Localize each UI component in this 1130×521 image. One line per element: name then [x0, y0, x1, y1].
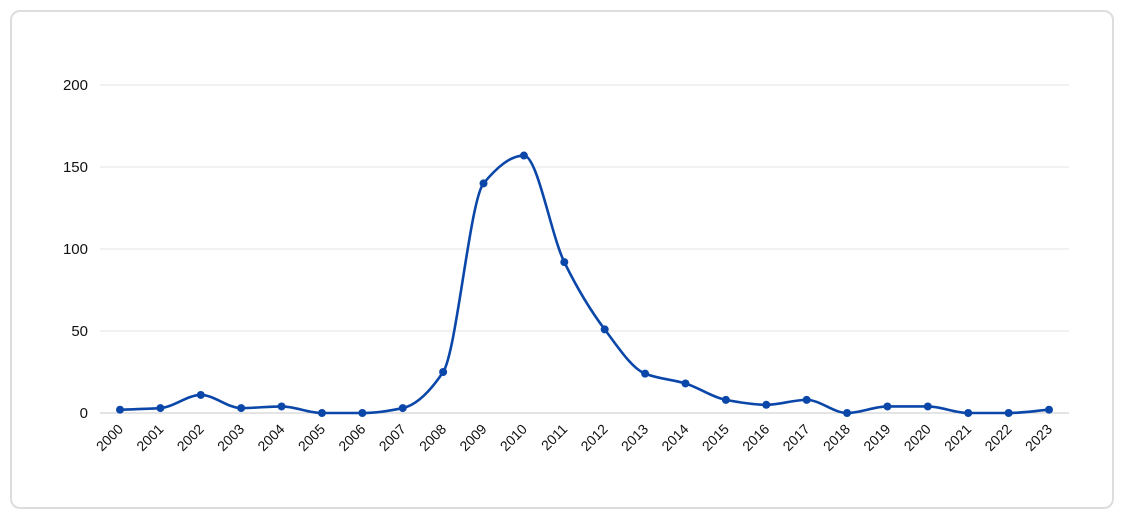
- y-axis-ticks: 0 50 100 150 200: [63, 77, 88, 422]
- data-point-2005[interactable]: [317, 409, 326, 417]
- data-point-2008[interactable]: [439, 368, 448, 376]
- data-point-2022[interactable]: [1004, 409, 1013, 417]
- x-tick-label: 2004: [254, 421, 287, 454]
- x-tick-label: 2020: [901, 421, 934, 454]
- x-tick-label: 2005: [295, 421, 328, 454]
- x-tick-label: 2010: [497, 421, 530, 454]
- x-tick-label: 2014: [658, 421, 691, 454]
- x-tick-label: 2017: [779, 421, 812, 454]
- y-tick-label: 100: [63, 241, 88, 258]
- data-point-2023[interactable]: [1045, 405, 1053, 414]
- x-axis-ticks: 2000 2001 2002 2003 2004 2005 2006 2007 2008 2009…: [93, 421, 1055, 454]
- data-point-2016[interactable]: [762, 400, 771, 409]
- data-point-2003[interactable]: [237, 404, 246, 413]
- x-tick-label: 2008: [416, 421, 449, 454]
- data-point-2000[interactable]: [116, 405, 124, 414]
- x-tick-label: 2021: [941, 421, 974, 454]
- data-point-2018[interactable]: [843, 409, 852, 417]
- data-point-2006[interactable]: [358, 409, 367, 417]
- x-tick-label: 2015: [699, 421, 732, 454]
- x-tick-label: 2013: [618, 421, 651, 454]
- data-point-2009[interactable]: [479, 179, 488, 188]
- data-point-2010[interactable]: [519, 151, 528, 160]
- x-tick-label: 2011: [538, 421, 571, 454]
- y-tick-label: 150: [63, 159, 88, 176]
- x-tick-label: 2006: [335, 421, 368, 454]
- x-tick-label: 2018: [820, 421, 853, 454]
- data-point-2014[interactable]: [681, 379, 690, 388]
- x-tick-label: 2009: [456, 421, 489, 454]
- y-tick-label: 200: [63, 77, 88, 94]
- data-point-2001[interactable]: [156, 404, 165, 413]
- x-tick-label: 2019: [860, 421, 893, 454]
- x-tick-label: 2002: [174, 421, 207, 454]
- x-tick-label: 2007: [376, 421, 409, 454]
- x-tick-label: 2022: [981, 421, 1014, 454]
- series-layer: [116, 151, 1053, 417]
- x-tick-label: 2001: [133, 421, 166, 454]
- data-point-2013[interactable]: [641, 369, 650, 378]
- data-point-2004[interactable]: [277, 402, 286, 411]
- series-line: [119, 154, 1050, 415]
- data-point-2002[interactable]: [196, 390, 205, 399]
- data-point-2015[interactable]: [721, 395, 730, 404]
- x-tick-label: 2000: [93, 421, 126, 454]
- data-point-2017[interactable]: [802, 395, 811, 404]
- data-point-2011[interactable]: [560, 258, 569, 267]
- x-tick-label: 2023: [1022, 421, 1055, 454]
- data-point-2019[interactable]: [883, 402, 892, 411]
- data-point-2021[interactable]: [964, 409, 973, 417]
- x-tick-label: 2003: [214, 421, 247, 454]
- x-tick-label: 2016: [739, 421, 772, 454]
- y-tick-label: 50: [71, 323, 88, 340]
- data-point-2020[interactable]: [923, 402, 932, 411]
- data-point-2007[interactable]: [398, 404, 407, 413]
- data-point-2012[interactable]: [600, 325, 609, 334]
- y-tick-label: 0: [80, 405, 88, 422]
- x-tick-label: 2012: [577, 421, 610, 454]
- grid-lines: [100, 84, 1069, 414]
